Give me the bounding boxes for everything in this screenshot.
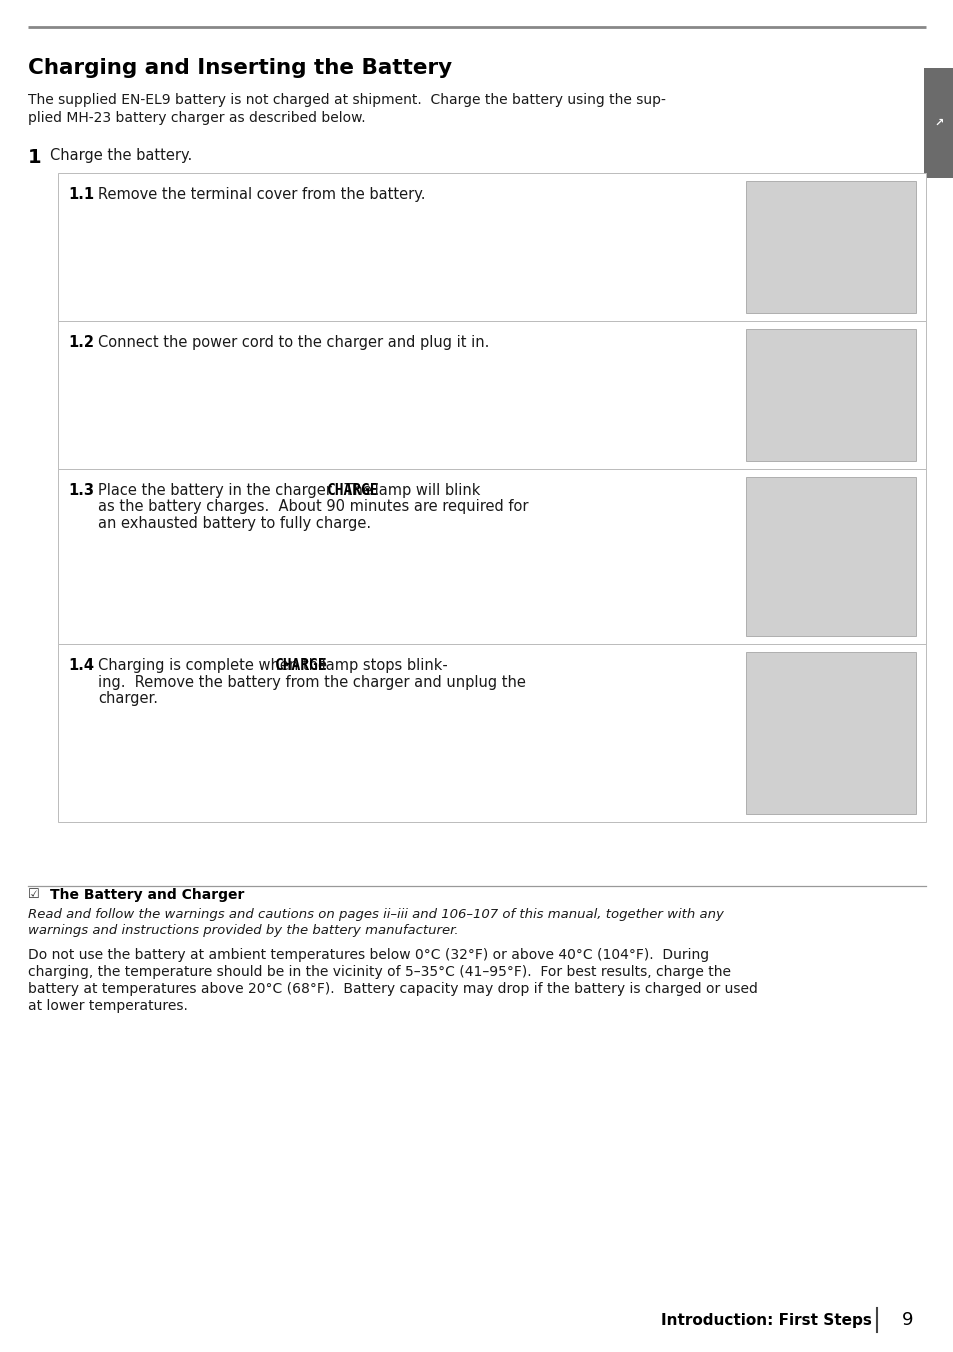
Text: The Battery and Charger: The Battery and Charger bbox=[50, 888, 244, 902]
Text: lamp will blink: lamp will blink bbox=[370, 483, 479, 498]
Text: Charge the battery.: Charge the battery. bbox=[50, 147, 193, 164]
Text: charging, the temperature should be in the vicinity of 5–35°C (41–95°F).  For be: charging, the temperature should be in t… bbox=[28, 965, 730, 979]
Text: 1: 1 bbox=[28, 147, 42, 168]
Bar bbox=[923, 68, 953, 178]
Text: 1.3: 1.3 bbox=[68, 483, 94, 498]
Text: as the battery charges.  About 90 minutes are required for: as the battery charges. About 90 minutes… bbox=[98, 499, 528, 515]
Text: Read and follow the warnings and cautions on pages ii–iii and 106–107 of this ma: Read and follow the warnings and caution… bbox=[28, 909, 723, 921]
Text: 1.4: 1.4 bbox=[68, 658, 94, 673]
Text: Connect the power cord to the charger and plug it in.: Connect the power cord to the charger an… bbox=[98, 335, 489, 350]
Text: warnings and instructions provided by the battery manufacturer.: warnings and instructions provided by th… bbox=[28, 923, 458, 937]
Bar bbox=[58, 173, 925, 320]
Bar bbox=[745, 329, 915, 461]
Bar bbox=[58, 644, 925, 822]
Text: ing.  Remove the battery from the charger and unplug the: ing. Remove the battery from the charger… bbox=[98, 675, 525, 690]
Text: 1.1: 1.1 bbox=[68, 187, 94, 201]
Text: Introduction: First Steps: Introduction: First Steps bbox=[660, 1313, 871, 1328]
Text: Do not use the battery at ambient temperatures below 0°C (32°F) or above 40°C (1: Do not use the battery at ambient temper… bbox=[28, 948, 708, 963]
Bar bbox=[58, 320, 925, 469]
Bar bbox=[745, 652, 915, 814]
Text: Charging and Inserting the Battery: Charging and Inserting the Battery bbox=[28, 58, 452, 78]
Text: Remove the terminal cover from the battery.: Remove the terminal cover from the batte… bbox=[98, 187, 425, 201]
Text: ☑: ☑ bbox=[28, 888, 40, 900]
Bar bbox=[745, 181, 915, 314]
Text: The supplied EN-EL9 battery is not charged at shipment.  Charge the battery usin: The supplied EN-EL9 battery is not charg… bbox=[28, 93, 665, 107]
Text: at lower temperatures.: at lower temperatures. bbox=[28, 999, 188, 1013]
Text: battery at temperatures above 20°C (68°F).  Battery capacity may drop if the bat: battery at temperatures above 20°C (68°F… bbox=[28, 982, 757, 996]
Text: lamp stops blink-: lamp stops blink- bbox=[316, 658, 447, 673]
Bar bbox=[745, 477, 915, 635]
Text: 1.2: 1.2 bbox=[68, 335, 94, 350]
Text: charger.: charger. bbox=[98, 691, 158, 706]
Text: ↗: ↗ bbox=[933, 118, 943, 128]
Text: an exhausted battery to fully charge.: an exhausted battery to fully charge. bbox=[98, 516, 371, 531]
Text: plied MH-23 battery charger as described below.: plied MH-23 battery charger as described… bbox=[28, 111, 365, 124]
Text: Charging is complete when the: Charging is complete when the bbox=[98, 658, 332, 673]
Text: CHARGE: CHARGE bbox=[327, 483, 379, 498]
Bar bbox=[58, 469, 925, 644]
Text: 9: 9 bbox=[902, 1311, 913, 1329]
Text: CHARGE: CHARGE bbox=[274, 658, 327, 673]
Text: Place the battery in the charger.  The: Place the battery in the charger. The bbox=[98, 483, 376, 498]
